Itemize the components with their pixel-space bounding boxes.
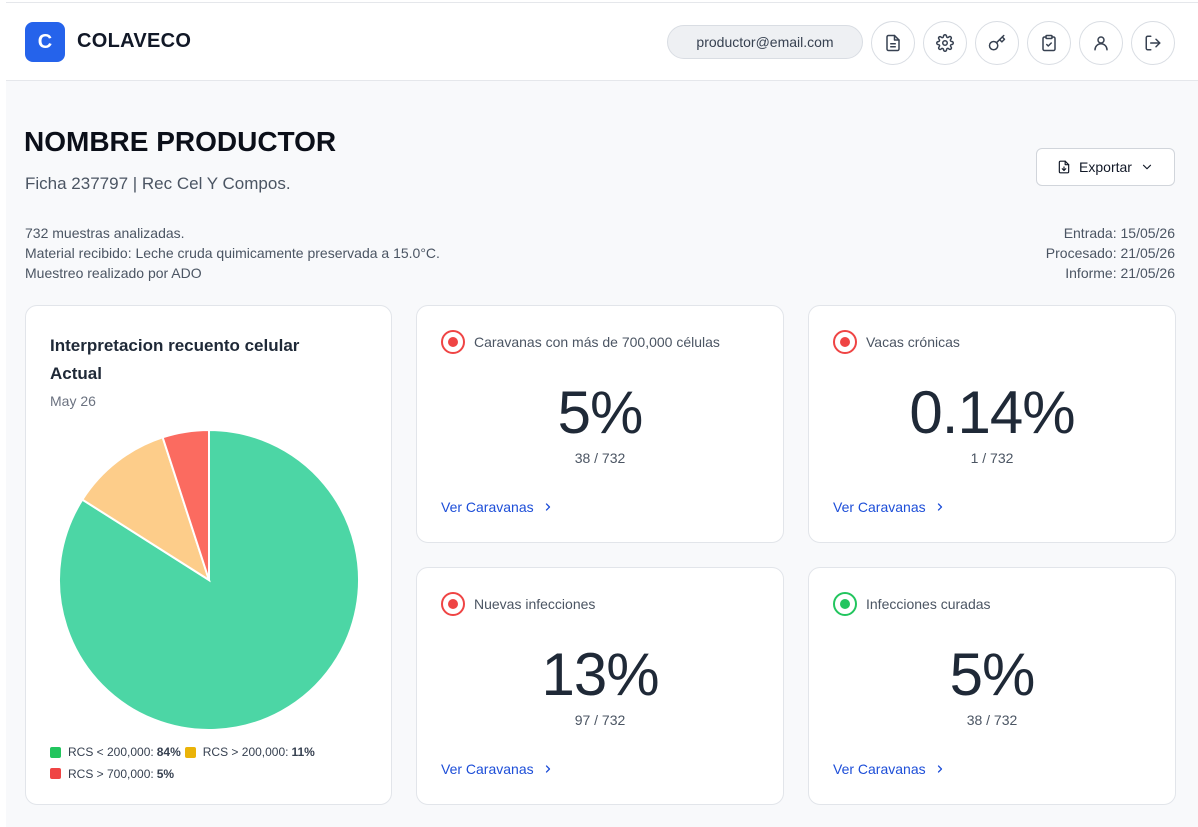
stat-label: Nuevas infecciones bbox=[474, 596, 596, 612]
file-download-icon bbox=[1058, 160, 1070, 174]
legend-swatch bbox=[184, 746, 196, 758]
stat-card-cured-infections: Infecciones curadas 5% 38 / 732 Ver Cara… bbox=[808, 567, 1176, 805]
page-subtitle: Ficha 237797 | Rec Cel Y Compos. bbox=[25, 174, 291, 193]
processed-date: Procesado: 21/05/26 bbox=[1045, 245, 1175, 261]
legend-swatch bbox=[50, 746, 61, 758]
chevron-down-icon bbox=[1142, 164, 1152, 170]
stat-label: Caravanas con más de 700,000 células bbox=[474, 334, 720, 350]
tasks-button[interactable] bbox=[1027, 21, 1071, 65]
document-icon bbox=[886, 34, 900, 52]
stat-value: 13% bbox=[541, 641, 659, 708]
pie-legend: RCS < 200,000: 84% RCS > 200,000: 11% RCS > … bbox=[50, 742, 380, 785]
view-caravanas-link[interactable]: Ver Caravanas bbox=[441, 499, 554, 515]
profile-button[interactable] bbox=[1079, 21, 1123, 65]
status-indicator-icon bbox=[833, 330, 857, 354]
pie-slice-1[interactable] bbox=[80, 436, 211, 583]
status-indicator-icon bbox=[833, 592, 857, 616]
pie-chart bbox=[58, 428, 360, 731]
logout-button[interactable] bbox=[1131, 21, 1175, 65]
legend-swatch bbox=[50, 768, 61, 779]
pie-slice-2[interactable] bbox=[161, 428, 210, 581]
view-caravanas-link[interactable]: Ver Caravanas bbox=[833, 499, 946, 515]
stat-value: 0.14% bbox=[909, 379, 1075, 446]
key-icon bbox=[988, 34, 1006, 51]
legend-label: RCS < 200,000: bbox=[68, 745, 154, 759]
export-dropdown-button[interactable]: Exportar bbox=[1036, 148, 1175, 186]
user-email-pill[interactable]: productor@email.com bbox=[667, 25, 863, 59]
status-indicator-icon bbox=[441, 330, 465, 354]
brand-name[interactable]: COLAVECO bbox=[77, 30, 192, 52]
status-indicator-icon bbox=[441, 592, 465, 616]
pie-card-date: May 26 bbox=[50, 393, 96, 409]
cell-count-pie-card: Interpretacion recuento celular Actual M… bbox=[25, 305, 392, 805]
logo-badge[interactable]: C bbox=[25, 22, 65, 62]
stat-value: 5% bbox=[557, 379, 644, 446]
clipboard-check-icon bbox=[1042, 34, 1056, 52]
stat-label: Infecciones curadas bbox=[866, 596, 991, 612]
entry-date: Entrada: 15/05/26 bbox=[1063, 225, 1175, 241]
legend-item-0: RCS < 200,000: 84% bbox=[50, 742, 181, 762]
sample-count: 732 muestras analizadas. bbox=[25, 225, 185, 241]
stat-ratio: 38 / 732 bbox=[966, 712, 1018, 728]
legend-item-2: RCS > 700,000: 5% bbox=[50, 764, 174, 784]
report-date: Informe: 21/05/26 bbox=[1065, 265, 1175, 281]
stat-ratio: 1 / 732 bbox=[970, 450, 1014, 466]
password-button[interactable] bbox=[975, 21, 1019, 65]
chevron-right-icon bbox=[545, 503, 550, 511]
view-caravanas-link[interactable]: Ver Caravanas bbox=[441, 761, 554, 777]
top-header: C COLAVECO productor@email.com bbox=[6, 3, 1198, 81]
logout-icon bbox=[1145, 35, 1161, 51]
stat-ratio: 97 / 732 bbox=[574, 712, 626, 728]
chevron-right-icon bbox=[545, 765, 550, 773]
settings-button[interactable] bbox=[923, 21, 967, 65]
view-caravanas-link[interactable]: Ver Caravanas bbox=[833, 761, 946, 777]
stat-card-high-cells: Caravanas con más de 700,000 células 5% … bbox=[416, 305, 784, 543]
legend-value: 5% bbox=[156, 766, 175, 781]
legend-value: 11% bbox=[291, 745, 315, 759]
export-label: Exportar bbox=[1079, 159, 1132, 175]
sample-info: 732 muestras analizadas. Material recibi… bbox=[25, 223, 440, 283]
pie-card-title: Interpretacion recuento celular Actual bbox=[50, 336, 300, 383]
stat-value: 5% bbox=[949, 641, 1036, 708]
reports-button[interactable] bbox=[871, 21, 915, 65]
stat-card-new-infections: Nuevas infecciones 13% 97 / 732 Ver Cara… bbox=[416, 567, 784, 805]
gear-icon bbox=[936, 34, 954, 52]
dates-info: Entrada: 15/05/26 Procesado: 21/05/26 In… bbox=[1046, 223, 1175, 283]
legend-item-1: RCS > 200,000: 11% bbox=[184, 742, 315, 762]
chevron-right-icon bbox=[937, 765, 942, 773]
user-icon bbox=[1094, 36, 1108, 51]
sampling-by: Muestreo realizado por ADO bbox=[25, 265, 202, 281]
legend-label: RCS > 200,000: bbox=[202, 745, 289, 759]
stat-label: Vacas crónicas bbox=[866, 334, 960, 350]
chevron-right-icon bbox=[937, 503, 942, 511]
stat-ratio: 38 / 732 bbox=[574, 450, 626, 466]
stat-card-chronic-cows: Vacas crónicas 0.14% 1 / 732 Ver Caravan… bbox=[808, 305, 1176, 543]
app-frame: C COLAVECO productor@email.com NOMBRE PR… bbox=[6, 2, 1198, 827]
legend-label: RCS > 700,000: bbox=[68, 766, 154, 781]
material-received: Material recibido: Leche cruda quimicame… bbox=[25, 245, 440, 261]
legend-value: 84% bbox=[156, 745, 181, 759]
page-title: NOMBRE PRODUCTOR bbox=[24, 126, 337, 157]
